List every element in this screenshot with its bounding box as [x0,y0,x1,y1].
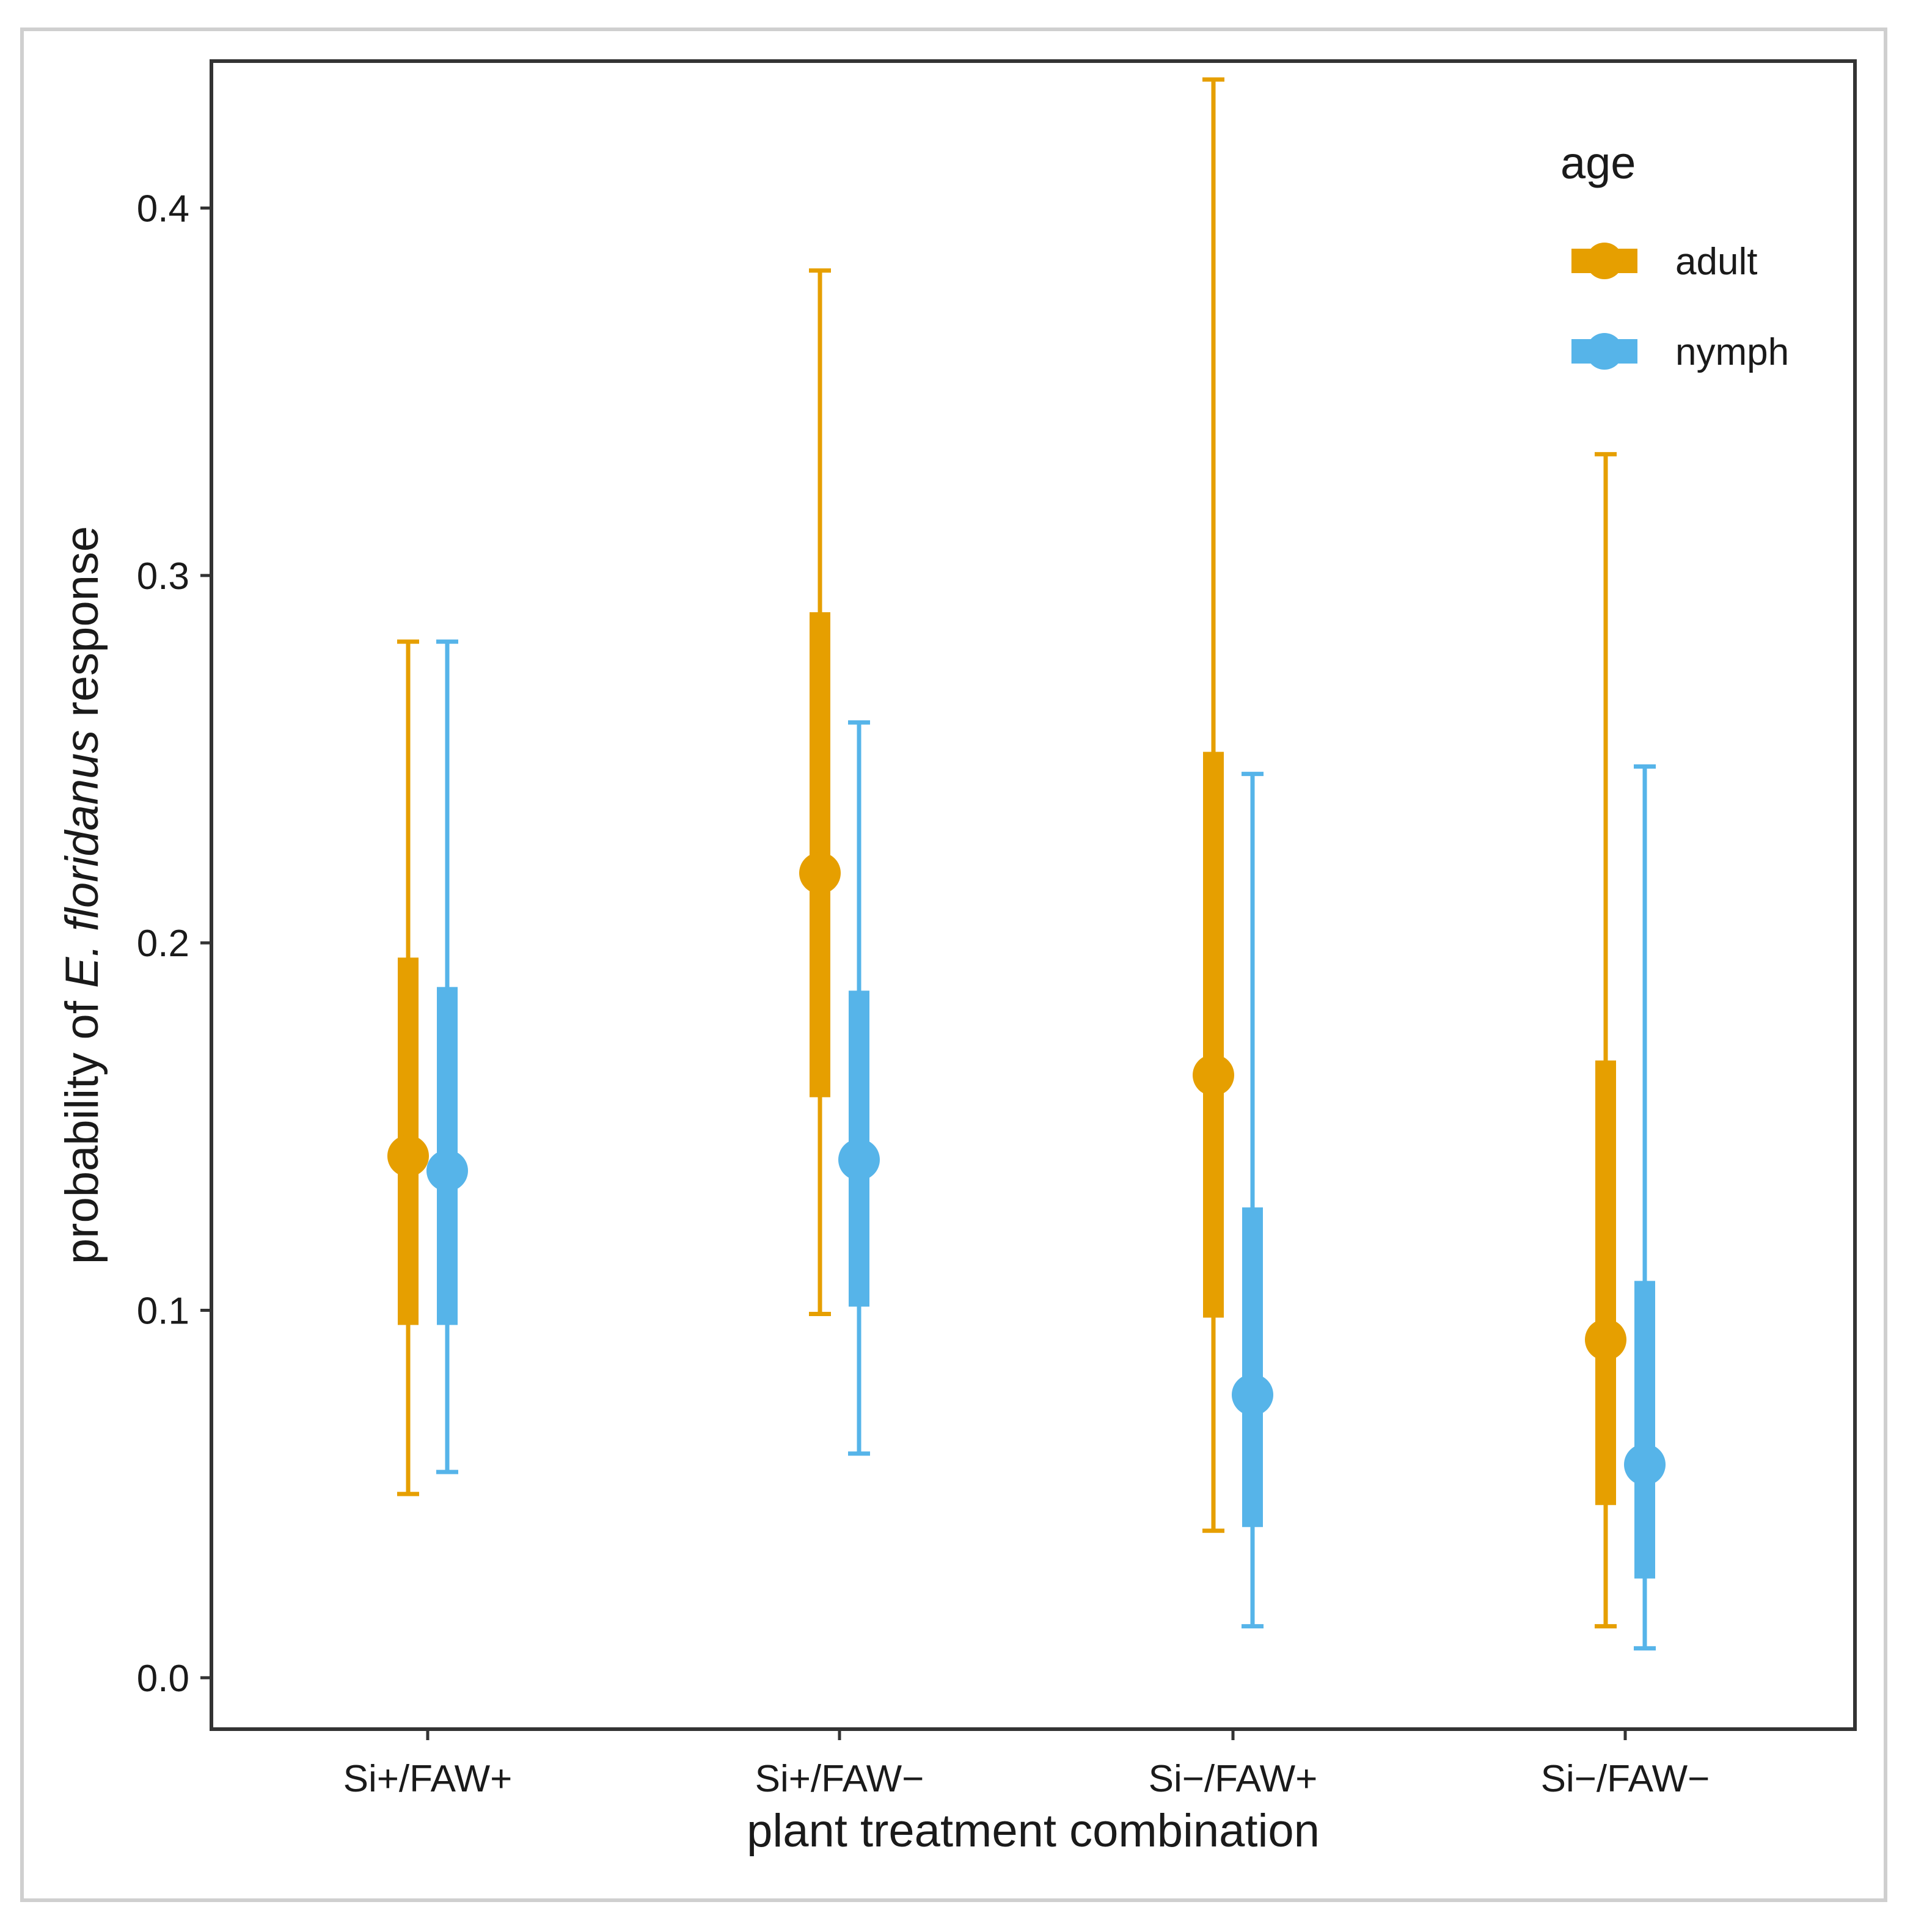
point-estimate-nymph-siminus-fawminus [1624,1444,1666,1486]
point-estimate-adult-siminus-fawminus [1585,1319,1626,1361]
point-estimate-adult-siminus-fawplus [1193,1054,1234,1096]
x-axis: Si+/FAW+ Si+/FAW− Si−/FAW+ Si−/FAW− [343,1729,1710,1800]
y-axis-title-suffix: response [56,526,108,730]
x-axis-title: plant treatment combination [747,1805,1320,1857]
legend-title: age [1560,137,1636,188]
series-layer [387,77,1666,1651]
x-tick-label-siminus-fawplus: Si−/FAW+ [1149,1758,1318,1800]
point-estimate-adult-siplus-fawplus [387,1135,429,1177]
figure-border [20,27,1887,1902]
legend-item-nymph: nymph [1571,331,1789,373]
point-estimate-nymph-siplus-fawminus [838,1138,880,1180]
point-estimate-nymph-siminus-fawplus [1232,1374,1273,1416]
legend-label-adult: adult [1675,241,1757,283]
y-axis-title: probability of E. floridanus response [56,526,108,1264]
y-axis-title-species: E. floridanus [56,730,108,988]
y-tick-label: 0.1 [137,1290,189,1332]
y-axis-title-prefix: probability of [56,988,108,1264]
y-tick-label: 0.3 [137,555,189,598]
y-tick-label: 0.2 [137,923,189,965]
x-tick-label-siplus-fawplus: Si+/FAW+ [343,1758,513,1800]
x-tick-label-siminus-fawminus: Si−/FAW− [1541,1758,1710,1800]
point-estimate-adult-siplus-fawminus [799,852,841,894]
x-tick-label-siplus-fawminus: Si+/FAW− [755,1758,924,1800]
y-tick-label: 0.4 [137,188,189,230]
y-tick-label: 0.0 [137,1658,189,1700]
legend: age adult nymph [1560,137,1789,373]
y-axis: 0.0 0.1 0.2 0.3 0.4 [137,188,211,1700]
legend-dot-nymph [1586,333,1623,370]
series-adult [387,77,1626,1629]
legend-item-adult: adult [1571,241,1757,283]
legend-label-nymph: nymph [1675,331,1789,373]
legend-dot-adult [1586,243,1623,279]
point-estimate-nymph-siplus-fawplus [426,1149,468,1191]
series-nymph [426,639,1666,1651]
